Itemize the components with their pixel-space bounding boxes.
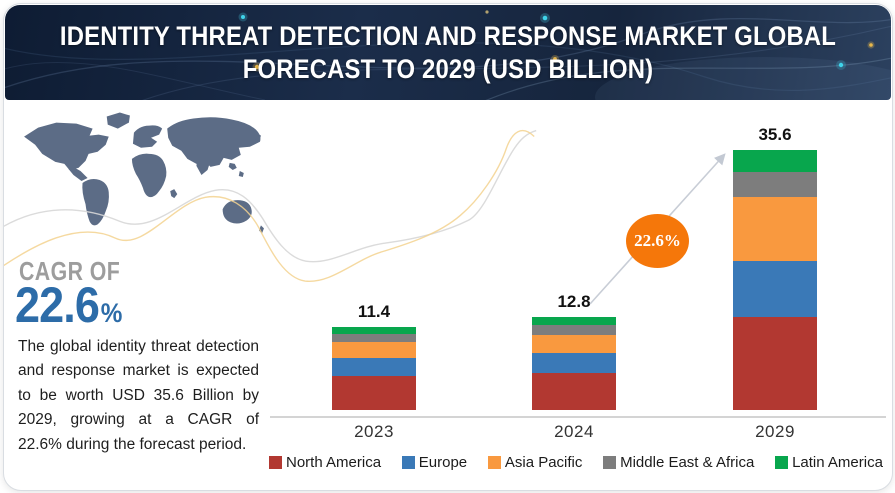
bar-segment-asia-pacific: [733, 196, 817, 261]
bar-segment-europe: [332, 358, 416, 377]
legend-label: Europe: [418, 454, 468, 471]
legend-item-asia-pacific: Asia Pacific: [487, 454, 583, 471]
x-axis-line: [270, 416, 886, 418]
bar-segment-asia-pacific: [332, 342, 416, 359]
legend-item-north-america: North America: [269, 454, 381, 471]
bar-value-label: 11.4: [357, 301, 391, 321]
bar-segment-middle-east-africa: [733, 171, 817, 197]
card: IDENTITY THREAT DETECTION AND RESPONSE M…: [3, 3, 893, 491]
bar-2029: 35.6 2029: [733, 125, 817, 441]
bar-segment-middle-east-africa: [332, 334, 416, 343]
bar-segment-north-america: [532, 373, 616, 410]
bar-segment-asia-pacific: [532, 334, 616, 354]
bar-segment-north-america: [733, 316, 817, 410]
bar-category-label: 2029: [755, 422, 795, 441]
page-title: IDENTITY THREAT DETECTION AND RESPONSE M…: [59, 20, 837, 84]
legend-label: Latin America: [792, 454, 883, 471]
world-map-graphic: [16, 110, 268, 244]
world-map-icon: [24, 112, 264, 234]
legend-item-latin-america: Latin America: [775, 454, 883, 471]
banner-network-decoration: [5, 10, 891, 100]
bar-value-label: 12.8: [557, 291, 591, 311]
bar-category-label: 2024: [554, 422, 594, 441]
bar-2024: 12.8 2024: [532, 292, 616, 441]
bar-segment-north-america: [332, 376, 416, 410]
legend-item-middle-east-africa: Middle East & Africa: [603, 454, 754, 471]
bar-segment-europe: [532, 353, 616, 374]
legend-label: Asia Pacific: [504, 454, 583, 471]
bar-segment-middle-east-africa: [532, 325, 616, 335]
cagr-badge: 22.6%: [626, 214, 689, 268]
bar-2023: 11.4 2023: [332, 302, 416, 441]
legend-label: Middle East & Africa: [620, 454, 755, 471]
bar-segment-latin-america: [332, 326, 416, 335]
legend-swatch-icon: [487, 456, 501, 469]
cagr-percent-sign: %: [100, 298, 123, 328]
bar-segment-europe: [733, 261, 817, 317]
cagr-value: 22.6: [15, 277, 100, 333]
chart-legend: North America Europe Asia Pacific Middle Ea…: [269, 454, 883, 471]
legend-swatch-icon: [775, 456, 789, 469]
legend-swatch-icon: [401, 456, 415, 469]
bar-segment-latin-america: [532, 316, 616, 326]
legend-item-europe: Europe: [401, 454, 468, 471]
legend-label: North America: [286, 454, 382, 471]
cagr-value-block: 22.6 %: [15, 276, 122, 334]
bar-segment-latin-america: [733, 150, 817, 172]
bar-value-label: 35.6: [758, 125, 792, 144]
legend-swatch-icon: [603, 456, 617, 469]
legend-swatch-icon: [269, 456, 282, 469]
bar-category-label: 2023: [354, 422, 394, 441]
market-description: The global identity threat detection and…: [18, 338, 259, 453]
banner: IDENTITY THREAT DETECTION AND RESPONSE M…: [5, 5, 891, 100]
